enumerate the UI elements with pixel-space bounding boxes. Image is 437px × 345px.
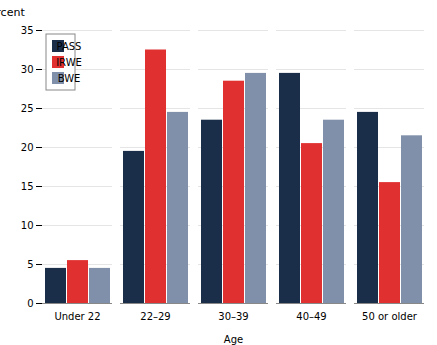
svg-text:5: 5 bbox=[27, 259, 33, 270]
svg-text:Percent: Percent bbox=[0, 6, 25, 19]
svg-text:PASS: PASS bbox=[57, 41, 82, 52]
svg-text:BWE: BWE bbox=[58, 73, 81, 84]
svg-text:Under 22: Under 22 bbox=[54, 311, 100, 322]
svg-text:22–29: 22–29 bbox=[140, 311, 170, 322]
svg-text:15: 15 bbox=[21, 181, 34, 192]
svg-text:20: 20 bbox=[21, 142, 34, 153]
svg-text:Age: Age bbox=[224, 334, 243, 345]
svg-text:IRWE: IRWE bbox=[56, 57, 82, 68]
svg-text:10: 10 bbox=[21, 220, 34, 231]
svg-text:40–49: 40–49 bbox=[296, 311, 326, 322]
svg-text:30–39: 30–39 bbox=[218, 311, 248, 322]
svg-text:0: 0 bbox=[27, 298, 33, 309]
svg-text:50 or older: 50 or older bbox=[362, 311, 418, 322]
svg-text:30: 30 bbox=[21, 64, 34, 75]
svg-text:35: 35 bbox=[21, 25, 34, 36]
svg-text:25: 25 bbox=[21, 103, 34, 114]
